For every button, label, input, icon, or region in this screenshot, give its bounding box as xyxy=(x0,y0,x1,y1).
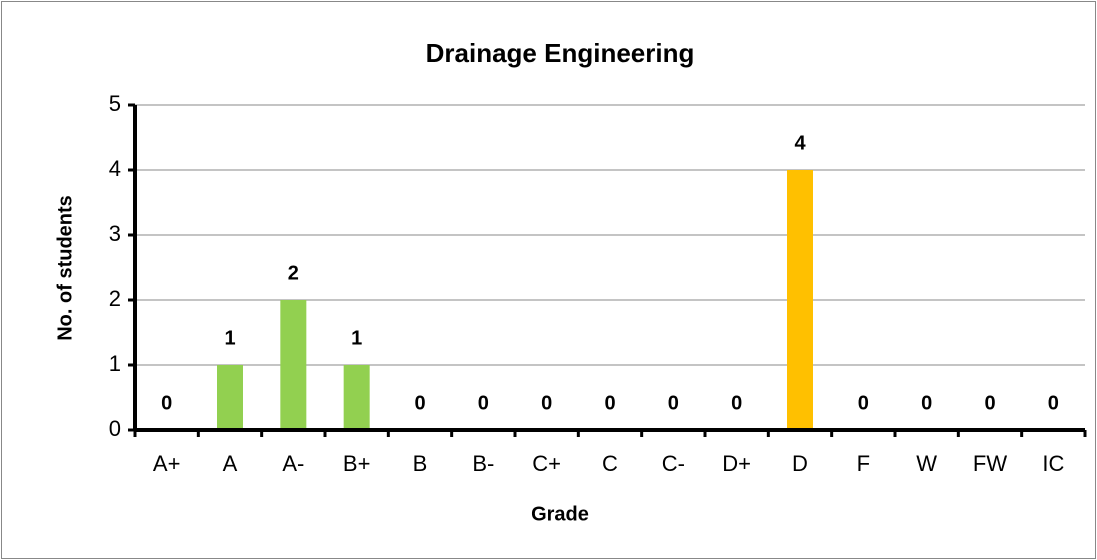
data-label: 0 xyxy=(858,392,869,414)
data-label: 0 xyxy=(541,392,552,414)
data-label: 0 xyxy=(921,392,932,414)
data-label: 0 xyxy=(984,392,995,414)
data-label: 0 xyxy=(414,392,425,414)
data-label: 0 xyxy=(668,392,679,414)
data-label: 0 xyxy=(1048,392,1059,414)
y-axis-label: No. of students xyxy=(54,195,76,341)
x-axis-label: Grade xyxy=(531,503,589,525)
y-tick-label: 5 xyxy=(109,91,121,116)
x-tick-label: B- xyxy=(472,451,494,476)
data-label: 0 xyxy=(604,392,615,414)
data-label: 1 xyxy=(224,327,235,349)
data-label: 0 xyxy=(478,392,489,414)
x-tick-label: A+ xyxy=(153,451,181,476)
data-label: 4 xyxy=(794,132,806,154)
data-label: 2 xyxy=(288,262,299,284)
chart-title: Drainage Engineering xyxy=(426,38,695,68)
y-tick-label: 0 xyxy=(109,416,121,441)
x-tick-label: FW xyxy=(973,451,1007,476)
x-tick-label: C xyxy=(602,451,618,476)
x-tick-label: D+ xyxy=(722,451,751,476)
data-label: 1 xyxy=(351,327,362,349)
bar xyxy=(217,365,243,430)
data-label: 0 xyxy=(161,392,172,414)
x-tick-label: IC xyxy=(1042,451,1064,476)
x-tick-label: D xyxy=(792,451,808,476)
bar xyxy=(280,300,307,430)
x-tick-label: A xyxy=(223,451,238,476)
data-label: 0 xyxy=(731,392,742,414)
y-tick-label: 4 xyxy=(109,156,121,181)
x-tick-label: B+ xyxy=(343,451,371,476)
x-tick-label: F xyxy=(857,451,870,476)
bar xyxy=(343,365,370,430)
bar xyxy=(787,170,813,430)
x-tick-label: C+ xyxy=(532,451,561,476)
x-tick-label: C- xyxy=(662,451,685,476)
y-tick-label: 1 xyxy=(109,351,121,376)
y-tick-label: 3 xyxy=(109,221,121,246)
x-tick-label: B xyxy=(413,451,428,476)
y-tick-label: 2 xyxy=(109,286,121,311)
x-tick-label: A- xyxy=(282,451,304,476)
x-tick-label: W xyxy=(916,451,937,476)
